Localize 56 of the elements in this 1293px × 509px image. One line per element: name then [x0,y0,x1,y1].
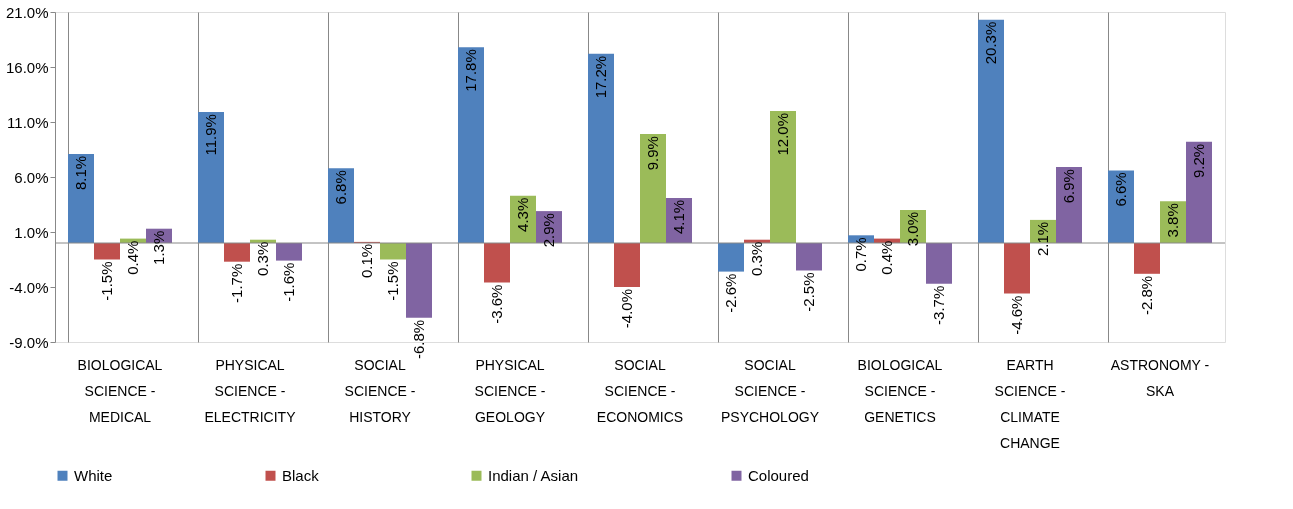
data-label: 6.9% [1060,169,1077,204]
y-tick-label: 1.0% [14,223,49,241]
x-tick-label: SOCIAL SCIENCE - HISTORY [344,356,416,425]
legend-label: Black [282,466,320,484]
data-label: 3.0% [904,212,921,247]
data-label: 0.4% [878,240,895,275]
data-label: 9.2% [1190,143,1207,178]
data-label: 4.3% [514,197,531,232]
x-tick-label: ASTRONOMY - SKA [1110,356,1210,399]
data-label: -1.5% [384,261,401,301]
data-label: 0.1% [358,243,375,279]
data-label: 3.8% [1164,203,1181,238]
data-label: 8.1% [72,155,89,191]
y-tick-label: 6.0% [14,168,49,186]
data-label: 11.9% [202,114,219,156]
y-tick-label: 16.0% [5,58,49,76]
x-tick-label: PHYSICAL SCIENCE - ELECTRICITY [204,356,297,425]
data-label: 6.6% [1112,172,1129,207]
data-label: 0.7% [852,237,869,272]
data-label: 0.3% [748,241,765,276]
data-label: -3.7% [930,285,947,325]
data-label: -2.6% [722,273,739,313]
data-label: 1.3% [150,230,167,265]
x-tick-label: PHYSICAL SCIENCE - GEOLOGY [474,356,546,425]
y-tick-label: 21.0% [5,3,49,21]
data-label: 2.1% [1034,221,1051,257]
data-label: -6.8% [410,319,427,359]
data-label: 0.4% [124,240,141,275]
x-tick-label: EARTH SCIENCE - CLIMATE CHANGE [994,356,1066,451]
x-tick-label: BIOLOGICAL SCIENCE - GENETICS [857,356,943,425]
data-label: 4.1% [670,199,687,235]
data-label: 12.0% [774,113,791,156]
data-label: -1.7% [228,263,245,303]
legend-label: Coloured [748,466,809,484]
data-label: -1.6% [280,262,297,302]
data-label: -2.5% [800,272,817,312]
data-label: 2.9% [540,213,557,248]
data-label: 0.3% [254,241,271,276]
data-label: 20.3% [982,21,999,65]
x-tick-label: BIOLOGICAL SCIENCE - MEDICAL [77,356,163,425]
data-label: 17.2% [592,55,609,99]
y-tick-label: 11.0% [7,113,49,131]
data-label: 17.8% [462,49,479,92]
data-label: -3.6% [488,284,505,324]
x-tick-label: SOCIAL SCIENCE - ECONOMICS [596,356,684,425]
data-label: 9.9% [644,136,661,171]
data-label: -2.8% [1138,275,1155,315]
y-tick-label: -9.0% [9,333,49,351]
y-tick-label: -4.0% [9,278,49,296]
data-label: -4.6% [1008,295,1025,335]
data-label: 6.8% [332,170,349,205]
data-label: -1.5% [98,261,115,301]
x-tick-label: SOCIAL SCIENCE - PSYCHOLOGY [720,356,820,425]
legend-label: White [74,466,113,484]
data-label: -4.0% [618,289,635,329]
legend-label: Indian / Asian [488,466,579,484]
